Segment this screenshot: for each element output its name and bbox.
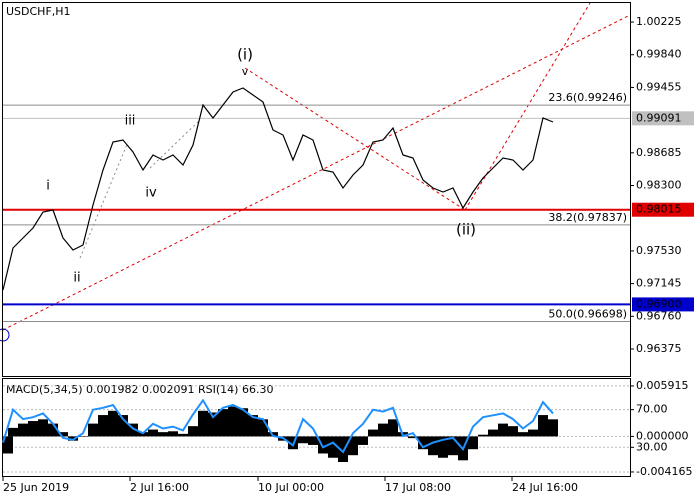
wave-label: (ii): [456, 221, 476, 239]
macd-bar: [188, 426, 198, 437]
macd-bar: [358, 436, 368, 445]
macd-bar: [148, 429, 158, 437]
macd-bar: [248, 415, 258, 437]
y-tick-label: 1.00225: [636, 15, 682, 28]
x-tick-label: 17 Jul 08:00: [385, 481, 451, 494]
wave-line: [149, 119, 201, 169]
fibo-label: 23.6(0.99246): [548, 91, 627, 104]
wave-label: ii: [73, 271, 80, 286]
macd-bar: [108, 410, 118, 437]
macd-bar: [538, 415, 548, 437]
macd-bar: [468, 436, 478, 450]
y-tick-label: 0.96375: [636, 342, 682, 355]
x-tick-label: 2 Jul 16:00: [130, 481, 189, 494]
macd-bar: [28, 421, 38, 437]
y-tick-label: 0.98300: [636, 179, 682, 192]
trend-lines: [2, 2, 631, 331]
price-label: 0.98015: [636, 203, 682, 216]
y-tick-label: 0.005915: [636, 379, 689, 392]
fibo-label: 50.0(0.96698): [548, 308, 627, 321]
y2-tick-label: 70.00: [636, 403, 668, 416]
macd-bar: [388, 419, 398, 437]
trend-line: [244, 67, 466, 211]
macd-bar: [238, 408, 248, 437]
rsi-line: [2, 398, 554, 454]
macd-bar: [3, 436, 13, 454]
y2-tick-label: 30.00: [636, 440, 668, 453]
price-label: 0.99091: [636, 111, 682, 124]
y-tick-label: 0.99455: [636, 80, 682, 93]
macd-bar: [88, 423, 98, 437]
macd-bar: [518, 432, 528, 437]
macd-bar: [48, 423, 58, 437]
macd-bar: [58, 432, 68, 437]
x-tick-label: 24 Jul 16:00: [512, 481, 578, 494]
price-label-box: [632, 111, 694, 126]
macd-bar: [208, 412, 218, 437]
macd-bar: [508, 426, 518, 437]
macd-bar: [328, 436, 338, 458]
macd-bar: [308, 436, 318, 445]
macd-bar: [168, 431, 178, 437]
macd-bar: [198, 410, 208, 437]
macd-bar: [448, 436, 458, 456]
macd-bar: [68, 436, 78, 441]
wave-label: iv: [145, 186, 157, 201]
macd-bar: [318, 436, 328, 454]
wave-label: iii: [125, 114, 136, 129]
macd-bar: [368, 429, 378, 437]
wave-label: (i): [237, 46, 253, 64]
macd-bar: [488, 429, 498, 437]
macd-bar: [38, 419, 48, 437]
x-tick-label: 10 Jul 00:00: [258, 481, 324, 494]
price-label: 0.96900: [636, 297, 682, 310]
price-line-series: [2, 87, 554, 291]
symbol-label: USDCHF,H1: [6, 5, 71, 18]
macd-bar: [218, 409, 228, 437]
macd-bar: [378, 423, 388, 437]
macd-bar: [8, 427, 18, 437]
macd-bar: [228, 406, 238, 437]
y-tick-label: 0.96760: [636, 309, 682, 322]
y-tick-label: -0.004165: [636, 465, 692, 478]
macd-bar: [478, 434, 488, 437]
macd-bar: [348, 436, 358, 456]
fibo-label: 38.2(0.97837): [548, 211, 627, 224]
macd-bar: [158, 432, 168, 437]
trend-line: [2, 14, 631, 331]
macd-bar: [338, 436, 348, 463]
macd-bar: [408, 436, 418, 439]
price-label-box: [632, 202, 694, 217]
y-tick-label: 0.97530: [636, 244, 682, 257]
macd-bar: [528, 429, 538, 437]
macd-bar: [98, 415, 108, 437]
macd-bar: [178, 433, 188, 437]
macd-bar: [18, 423, 28, 437]
macd-bar: [438, 436, 448, 458]
macd-bar: [118, 415, 128, 437]
y-tick-label: 0.98685: [636, 146, 682, 159]
y-tick-label: 0.99840: [636, 48, 682, 61]
wave-label: v: [242, 65, 249, 78]
sub-frame: [2, 378, 631, 477]
wave-line: [79, 141, 129, 259]
wave-label: i: [46, 179, 50, 194]
price-label-box: [632, 297, 694, 312]
macd-bar: [418, 436, 428, 450]
macd-bar: [548, 419, 558, 437]
macd-bar: [128, 423, 138, 437]
indicator-label: MACD(5,34,5) 0.001982 0.002091 RSI(14) 6…: [6, 383, 273, 396]
y-tick-label: 0.000000: [636, 429, 689, 442]
macd-bar: [498, 423, 508, 437]
macd-bar: [258, 419, 268, 437]
y-tick-label: 0.97145: [636, 277, 682, 290]
macd-bar: [428, 436, 438, 456]
x-tick-label: 25 Jun 2019: [3, 481, 69, 494]
macd-bar: [298, 436, 308, 444]
macd-bar: [78, 436, 88, 437]
trend-line: [464, 2, 591, 211]
main-frame: [2, 2, 631, 377]
